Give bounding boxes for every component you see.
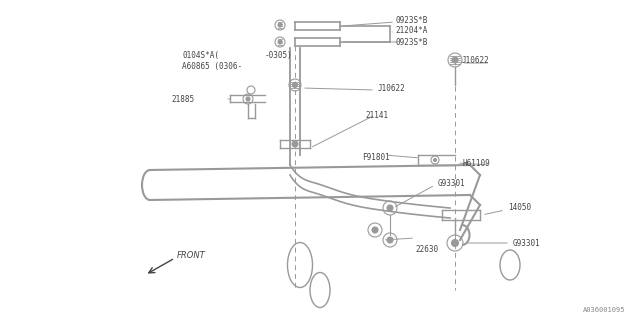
- Text: F91801: F91801: [362, 153, 390, 162]
- Text: 21885: 21885: [172, 94, 195, 103]
- Circle shape: [278, 23, 282, 27]
- Circle shape: [387, 237, 393, 243]
- Circle shape: [278, 40, 282, 44]
- Text: H61109: H61109: [462, 158, 490, 167]
- Text: 21141: 21141: [365, 110, 388, 119]
- Circle shape: [433, 158, 436, 162]
- Circle shape: [292, 83, 298, 87]
- Text: G93301: G93301: [513, 239, 541, 249]
- Text: A60865 (0306-: A60865 (0306-: [182, 61, 242, 70]
- Circle shape: [292, 141, 298, 147]
- Text: -0305): -0305): [265, 51, 292, 60]
- Circle shape: [372, 227, 378, 233]
- Text: 22630: 22630: [415, 245, 438, 254]
- Text: J10622: J10622: [462, 55, 490, 65]
- Text: 0104S*A(: 0104S*A(: [182, 51, 219, 60]
- Circle shape: [246, 97, 250, 101]
- Text: 14050: 14050: [508, 204, 531, 212]
- Text: 0923S*B: 0923S*B: [395, 37, 428, 46]
- Circle shape: [451, 239, 458, 246]
- Text: FRONT: FRONT: [177, 251, 205, 260]
- Text: A036001095: A036001095: [582, 307, 625, 313]
- Circle shape: [387, 205, 393, 211]
- Text: 21204*A: 21204*A: [395, 26, 428, 35]
- Circle shape: [452, 57, 458, 63]
- Text: J10622: J10622: [378, 84, 406, 92]
- Text: 0923S*B: 0923S*B: [395, 15, 428, 25]
- Text: G93301: G93301: [438, 179, 466, 188]
